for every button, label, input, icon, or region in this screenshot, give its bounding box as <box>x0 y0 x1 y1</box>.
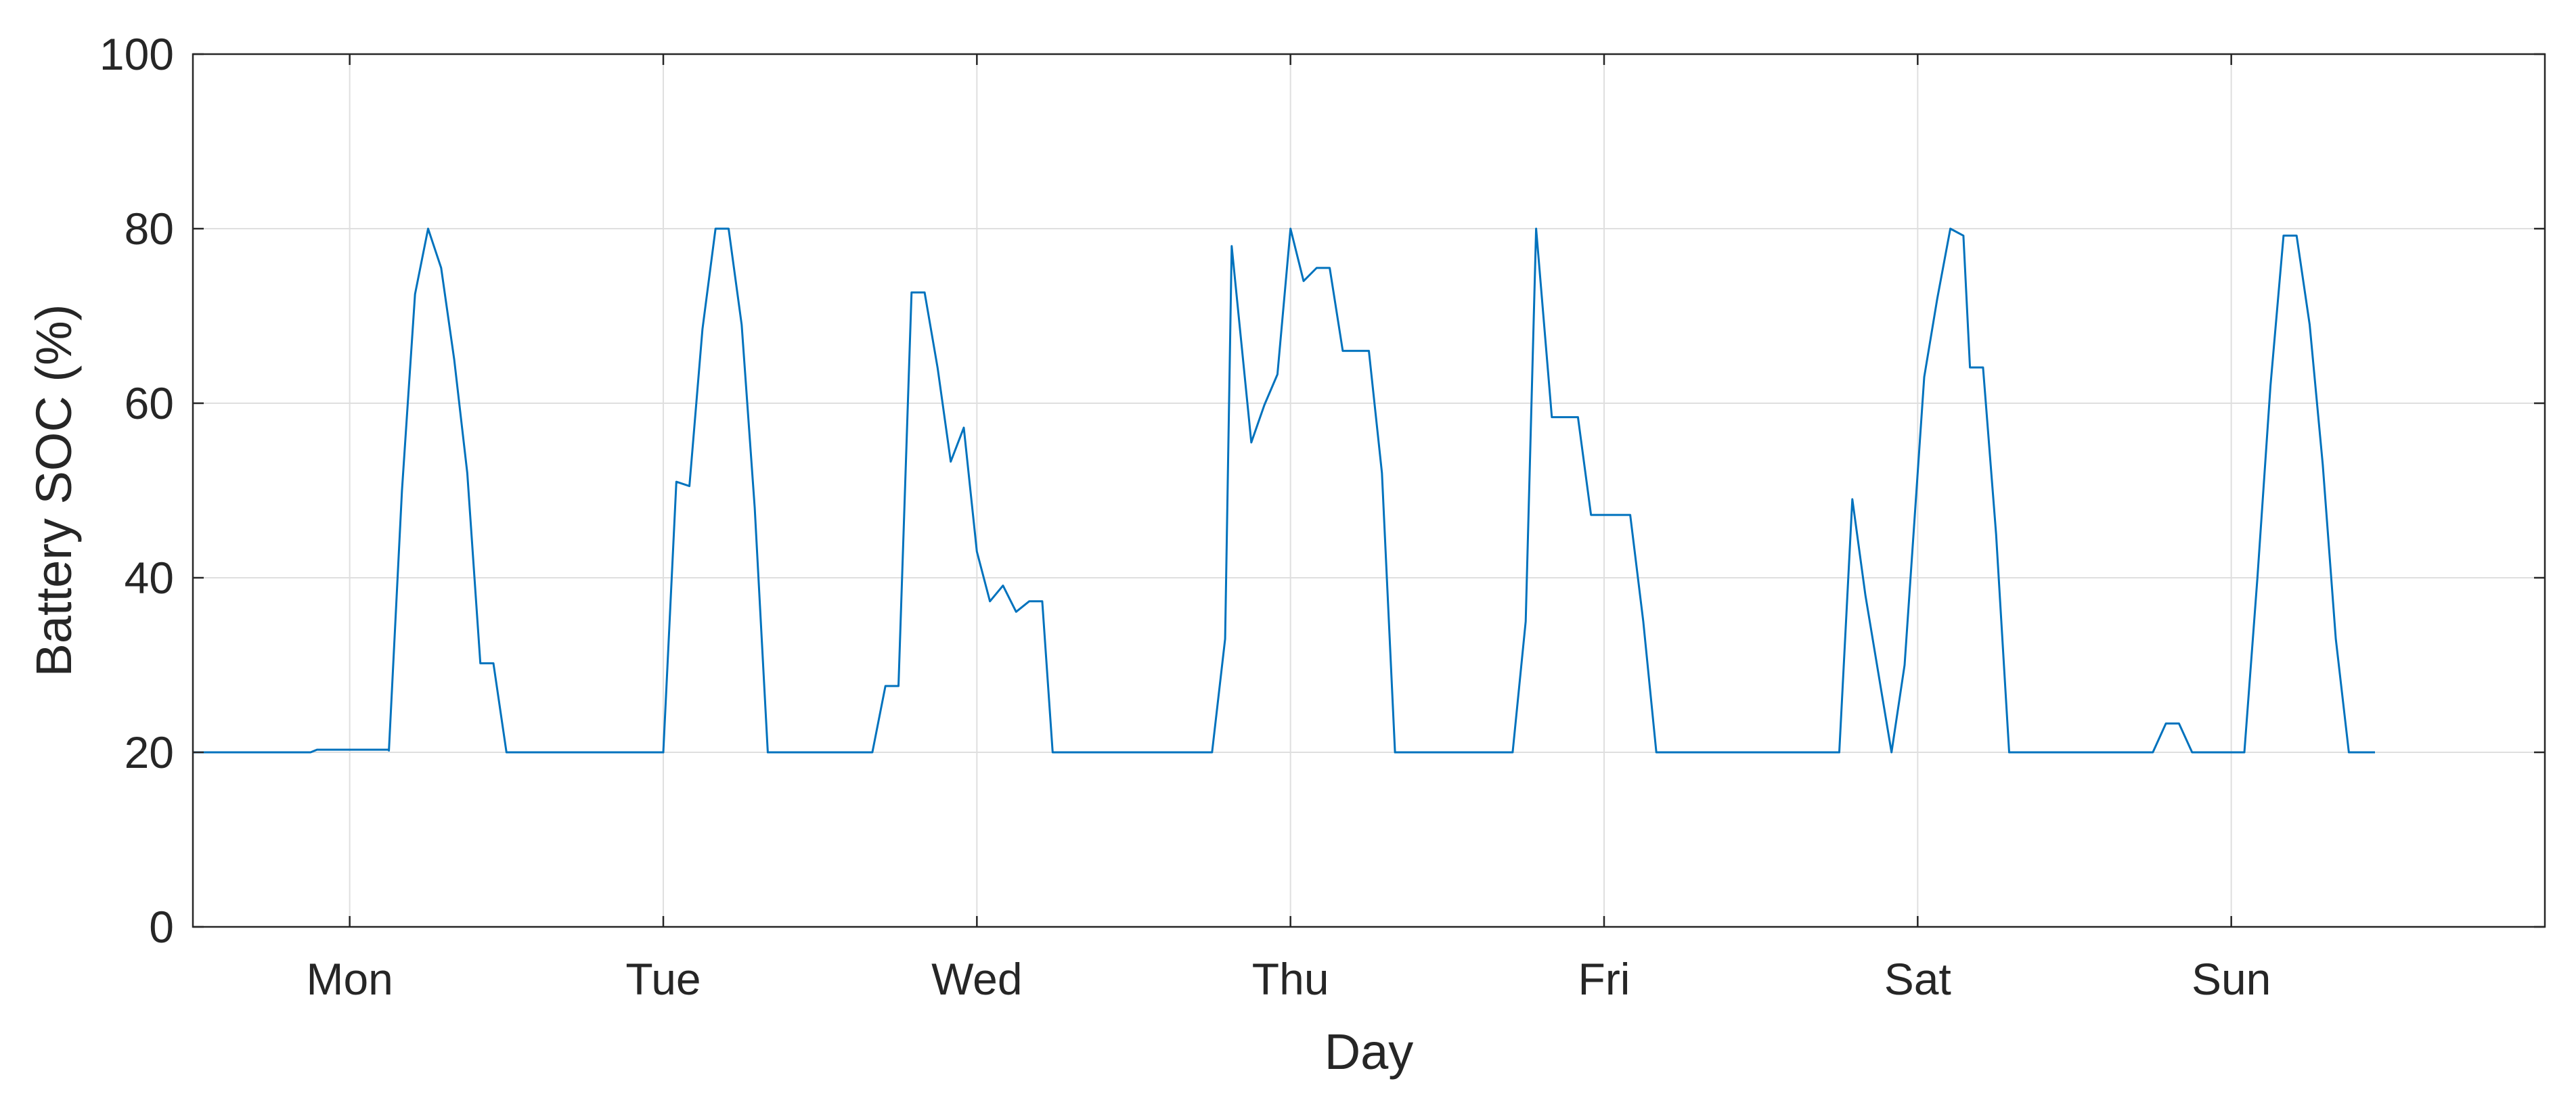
y-tick-label: 20 <box>125 727 174 777</box>
plot-frame <box>192 53 2546 928</box>
y-tick-label: 40 <box>125 553 174 603</box>
x-axis-label: Day <box>1325 1024 1414 1080</box>
y-tick-labels: 0 20 40 60 80 100 <box>99 29 174 952</box>
x-tick-label: Sun <box>2192 954 2271 1004</box>
x-tick-label: Fri <box>1578 954 1630 1004</box>
tick-marks <box>193 53 2545 928</box>
y-axis-label: Battery SOC (%) <box>26 304 82 677</box>
x-tick-labels: Mon Tue Wed Thu Fri Sat Sun <box>306 954 2271 1004</box>
x-tick-label: Tue <box>625 954 701 1004</box>
series-line <box>193 227 2375 754</box>
series-layer <box>193 227 2375 754</box>
x-tick-label: Mon <box>306 954 393 1004</box>
x-tick-label: Wed <box>931 954 1023 1004</box>
y-tick-label: 100 <box>99 29 174 79</box>
y-tick-label: 0 <box>149 902 174 952</box>
y-tick-label: 80 <box>125 204 174 254</box>
x-tick-label: Thu <box>1252 954 1329 1004</box>
x-tick-label: Sat <box>1884 954 1951 1004</box>
y-tick-label: 60 <box>125 378 174 428</box>
